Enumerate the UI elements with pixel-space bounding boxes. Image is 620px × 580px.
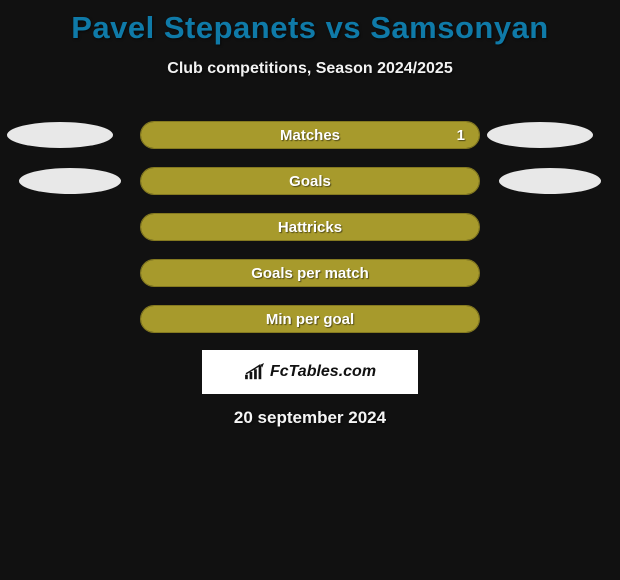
brand-text: FcTables.com xyxy=(270,363,376,381)
date-text: 20 september 2024 xyxy=(0,408,620,428)
comparison-row: Min per goal xyxy=(0,304,620,334)
comparison-row: Goals xyxy=(0,166,620,196)
stat-bar-label: Goals per match xyxy=(251,265,369,282)
comparison-row: Goals per match xyxy=(0,258,620,288)
stat-bar-right-value: 1 xyxy=(457,122,465,148)
stat-bar: Goals xyxy=(140,167,480,195)
right-ellipse xyxy=(499,168,601,194)
page-title: Pavel Stepanets vs Samsonyan xyxy=(0,0,620,46)
left-ellipse xyxy=(19,168,121,194)
stat-bar-label: Matches xyxy=(280,127,340,144)
bars-ascending-icon xyxy=(244,363,266,381)
stat-bar: Hattricks xyxy=(140,213,480,241)
left-ellipse xyxy=(7,122,113,148)
stat-bar-label: Goals xyxy=(289,173,331,190)
stat-bar-label: Hattricks xyxy=(278,219,342,236)
stat-bar-label: Min per goal xyxy=(266,311,354,328)
stat-bar: Matches 1 xyxy=(140,121,480,149)
stat-bar: Min per goal xyxy=(140,305,480,333)
subtitle: Club competitions, Season 2024/2025 xyxy=(0,60,620,78)
stat-bar: Goals per match xyxy=(140,259,480,287)
right-ellipse xyxy=(487,122,593,148)
brand-box: FcTables.com xyxy=(202,350,418,394)
comparison-row: Hattricks xyxy=(0,212,620,242)
comparison-row: Matches 1 xyxy=(0,120,620,150)
comparison-rows: Matches 1 Goals Hattricks Goals per match Min… xyxy=(0,120,620,334)
